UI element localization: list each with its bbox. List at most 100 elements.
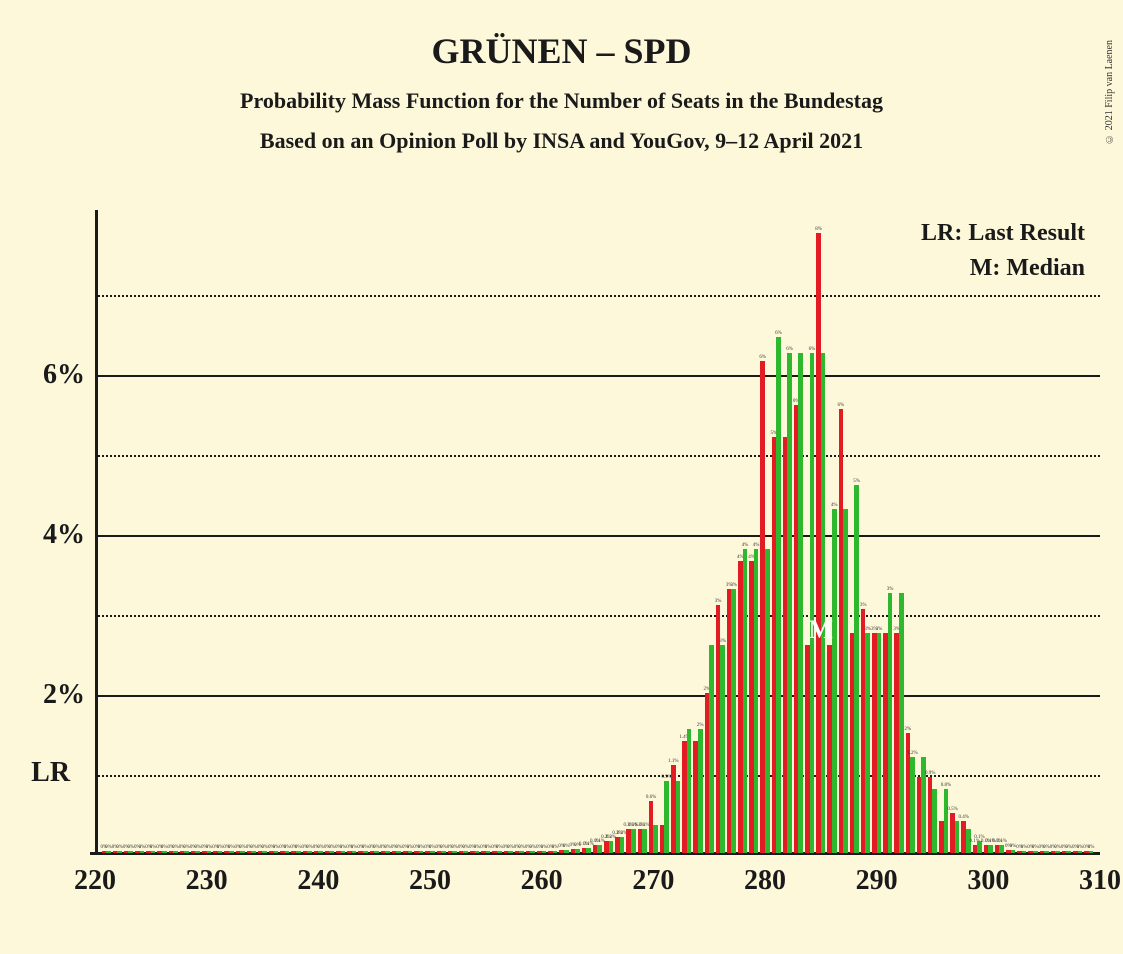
x-tick-label: 230 xyxy=(186,855,228,897)
bar-green: 0.1% xyxy=(586,848,591,853)
bar-group: 0%0% xyxy=(224,851,233,853)
bar-green: 0.1% xyxy=(999,845,1004,853)
x-tick-label: 280 xyxy=(744,855,786,897)
bar-group: 6% xyxy=(783,353,792,853)
bar-group: 0%0% xyxy=(247,851,256,853)
bar-green: 0% xyxy=(207,851,212,853)
bar-value-label: 6% xyxy=(759,355,766,360)
bar-group: 0%0% xyxy=(1062,851,1071,853)
bar-group: 0.1%0.1% xyxy=(593,845,602,853)
bar-group: 0%0% xyxy=(459,851,468,853)
bar-group: 0.1%0.1% xyxy=(582,848,591,853)
bar-group: 0%0% xyxy=(548,851,557,853)
bar-value-label: 0.9% xyxy=(925,771,935,776)
bar-green xyxy=(932,789,937,853)
bar-group: 3%3% xyxy=(716,605,725,853)
bar-green: 0% xyxy=(1066,851,1071,853)
bar-green: 0% xyxy=(575,849,580,853)
bar-green: 0% xyxy=(106,851,111,853)
bar-group: 0%0% xyxy=(1084,851,1093,853)
bar-value-label: 6% xyxy=(775,331,782,336)
bar-group: 0%0% xyxy=(1028,851,1037,853)
bar-green: 0.3% xyxy=(642,829,647,853)
bar-value-label: 4% xyxy=(742,543,749,548)
x-tick-label: 310 xyxy=(1079,855,1121,897)
bar-group: 0%0% xyxy=(537,851,546,853)
bar-group: 0%0% xyxy=(526,851,535,853)
bar-group: 4% xyxy=(827,509,836,853)
bar-green xyxy=(899,593,904,853)
bar-green: 0% xyxy=(497,851,502,853)
x-tick-label: 240 xyxy=(297,855,339,897)
bar-group: 0%0% xyxy=(1006,850,1015,853)
bar-green: 3% xyxy=(877,633,882,853)
bar-green: 0.3% xyxy=(631,829,636,853)
bar-group: 0%0% xyxy=(403,851,412,853)
bar-group: 0%0% xyxy=(269,851,278,853)
bar-green: 6% xyxy=(776,337,781,853)
bar-group: 3% xyxy=(883,593,892,853)
bar-group: 8% xyxy=(816,233,825,853)
bar-value-label: 3% xyxy=(730,583,737,588)
bar-group: 0%0% xyxy=(1017,851,1026,853)
bar-group: 0%0% xyxy=(213,851,222,853)
chart-title: GRÜNEN – SPD xyxy=(0,30,1123,72)
bar-group: 0%0% xyxy=(180,851,189,853)
bar-group: 0%0% xyxy=(102,851,111,853)
bar-green: 0% xyxy=(408,851,413,853)
bar-value-label: 1.2% xyxy=(907,751,917,756)
bar-group: 6% xyxy=(805,353,814,853)
bar-group: 0%0% xyxy=(504,851,513,853)
bar-group: 0%0% xyxy=(358,851,367,853)
bar-group: 0.6% xyxy=(649,801,658,853)
bar-group: 0.3%0.3% xyxy=(638,829,647,853)
bar-group: 0%0% xyxy=(291,851,300,853)
bar-value-label: 3% xyxy=(887,587,894,592)
bar-group: 0%0% xyxy=(191,851,200,853)
bar-value-label: 4% xyxy=(753,543,760,548)
bar-green: 0% xyxy=(564,850,569,853)
bar-group: 0%0% xyxy=(381,851,390,853)
bar-green: 0% xyxy=(117,851,122,853)
bar-green: 0% xyxy=(1044,851,1049,853)
bar-green: 0.9% xyxy=(664,781,669,853)
bar-green: 0.2% xyxy=(609,841,614,853)
bar-group: 0%0% xyxy=(492,851,501,853)
bar-group: 0%0% xyxy=(1051,851,1060,853)
bar-value-label: 2% xyxy=(905,727,912,732)
bar-green: 0% xyxy=(285,851,290,853)
bar-green: 0% xyxy=(262,851,267,853)
bar-group: 0%0% xyxy=(515,851,524,853)
bar-value-label: 8% xyxy=(815,227,822,232)
bar-green: 0% xyxy=(519,851,524,853)
bar-green: 0% xyxy=(251,851,256,853)
bar-green: 0% xyxy=(441,851,446,853)
chart-subtitle-1: Probability Mass Function for the Number… xyxy=(0,88,1123,114)
bar-value-label: 0.6% xyxy=(646,795,656,800)
bar-group: 3%3% xyxy=(727,589,736,853)
bar-green: 4% xyxy=(832,509,837,853)
bar-group: 0%0% xyxy=(1073,851,1082,853)
bar-green: 0% xyxy=(363,851,368,853)
bar-green: 5% xyxy=(854,485,859,853)
bar-green: 0% xyxy=(195,851,200,853)
bar-value-label: 3% xyxy=(719,639,726,644)
bar-group: 0%0% xyxy=(202,851,211,853)
bar-green: 0% xyxy=(385,851,390,853)
bar-group: 0%0% xyxy=(280,851,289,853)
bar-group: 2%1.2% xyxy=(906,733,915,853)
x-tick-label: 270 xyxy=(632,855,674,897)
bar-group: 0%0% xyxy=(325,851,334,853)
bar-group: 1.1% xyxy=(671,765,680,853)
bar-group: 0%0% xyxy=(392,851,401,853)
bar-group: 0%0% xyxy=(347,851,356,853)
bar-green: 3% xyxy=(731,589,736,853)
bar-value-label: 3% xyxy=(860,603,867,608)
bar-group: 0%0% xyxy=(169,851,178,853)
bar-green: 0% xyxy=(508,851,513,853)
y-tick-label: 2% xyxy=(43,679,95,711)
bar-green xyxy=(765,549,770,853)
bar-green: 0% xyxy=(184,851,189,853)
bar-value-label: 0.5% xyxy=(947,807,957,812)
bar-group: 0%0% xyxy=(336,851,345,853)
